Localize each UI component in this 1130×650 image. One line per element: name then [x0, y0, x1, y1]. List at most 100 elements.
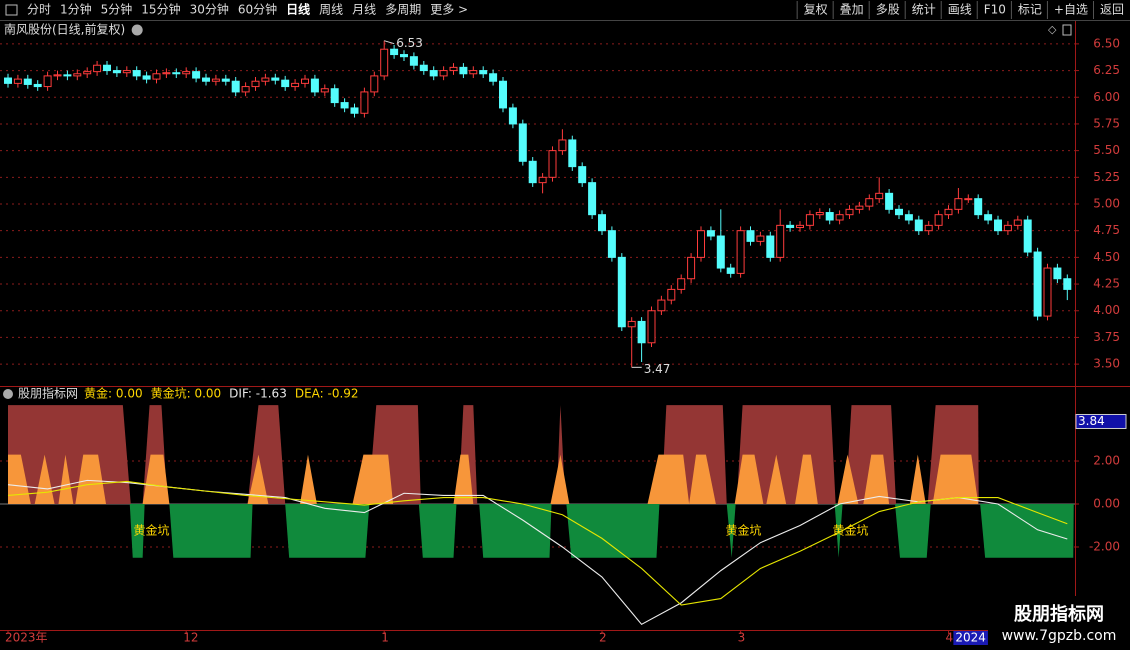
- area-piece: [453, 454, 474, 505]
- candle-body: [776, 224, 785, 258]
- candle-body: [419, 64, 428, 72]
- legend-entry: 黄金: 0.00: [84, 386, 143, 401]
- toolbar-button[interactable]: F10: [984, 3, 1006, 17]
- candle-body: [211, 78, 220, 82]
- toolbar-button[interactable]: 画线: [948, 3, 972, 17]
- period-tab[interactable]: 分时: [27, 3, 51, 17]
- candle-body: [439, 70, 448, 77]
- candle-body: [291, 82, 300, 88]
- area-piece: [647, 454, 690, 505]
- area-piece: [58, 454, 74, 505]
- toolbar-button[interactable]: 多股: [876, 3, 900, 17]
- y-tick-label: 4.25: [1093, 277, 1120, 291]
- indicator-title: 股朋指标网: [18, 386, 78, 401]
- candle-body: [479, 70, 488, 75]
- candle-body: [400, 54, 408, 58]
- candle-body: [627, 320, 636, 328]
- period-tab[interactable]: 15分钟: [141, 2, 180, 17]
- candle-body: [687, 256, 696, 280]
- candle-body: [924, 224, 933, 232]
- candle-body: [93, 64, 102, 73]
- toolbar-icon[interactable]: [5, 4, 18, 16]
- candle-body: [528, 160, 537, 184]
- candle-body: [231, 80, 240, 93]
- value-marker: [1075, 413, 1127, 429]
- candle-body: [726, 267, 735, 274]
- candle-body: [944, 208, 953, 216]
- toolbar-button[interactable]: 统计: [912, 3, 936, 17]
- candle-body: [340, 102, 349, 109]
- candle-body: [301, 78, 309, 84]
- window-icon[interactable]: [1062, 24, 1072, 36]
- y-tick-label: 4.50: [1093, 250, 1120, 264]
- candle-body: [994, 219, 1002, 232]
- candle-body: [855, 205, 864, 210]
- area-piece: [980, 504, 1074, 558]
- candle-body: [805, 214, 814, 226]
- candle-body: [578, 166, 587, 184]
- candle-body: [974, 198, 983, 216]
- candle-body: [518, 123, 527, 162]
- area-piece: [689, 454, 716, 505]
- x-tick-highlight: [953, 631, 988, 645]
- area-piece: [932, 454, 979, 505]
- period-tab[interactable]: 多周期: [385, 3, 421, 17]
- candle-body: [548, 150, 557, 178]
- candle-body: [598, 214, 606, 232]
- x-tick-label: 3: [738, 631, 746, 645]
- y-tick-label: 4.75: [1093, 223, 1120, 237]
- candle-body: [1013, 219, 1022, 226]
- toolbar-button[interactable]: +自选: [1054, 3, 1088, 17]
- period-tab[interactable]: 30分钟: [190, 2, 229, 17]
- x-tick-label: 4: [946, 631, 954, 645]
- candle-body: [736, 230, 745, 274]
- area-piece: [726, 504, 736, 558]
- candle-body: [122, 70, 131, 74]
- candle-body: [716, 235, 725, 269]
- period-tab[interactable]: 周线: [319, 3, 343, 17]
- period-tab[interactable]: 月线: [352, 3, 376, 17]
- candle-body: [370, 75, 379, 93]
- candle-body: [251, 80, 260, 88]
- legend-entry: DIF: -1.63: [229, 387, 287, 401]
- toolbar-button[interactable]: 返回: [1100, 3, 1124, 17]
- indicator-menu-icon[interactable]: [3, 389, 13, 399]
- area-piece: [75, 454, 107, 505]
- period-tab[interactable]: 日线: [286, 2, 310, 17]
- candle-body: [429, 70, 438, 77]
- x-tick-label: 1: [381, 631, 389, 645]
- period-tab[interactable]: 5分钟: [101, 2, 133, 17]
- toolbar-button[interactable]: 复权: [804, 3, 828, 17]
- x-tick-label: 2: [599, 631, 607, 645]
- y-tick-label: 4.00: [1093, 303, 1120, 317]
- toolbar-button[interactable]: 叠加: [840, 3, 864, 17]
- candle-body: [588, 182, 597, 216]
- watermark-url: www.7gpzb.com: [1002, 628, 1117, 644]
- diamond-icon[interactable]: ◇: [1048, 23, 1057, 36]
- candle-body: [1053, 267, 1062, 280]
- candle-body: [152, 73, 161, 80]
- title-icon[interactable]: [131, 24, 143, 36]
- period-tab[interactable]: 60分钟: [238, 2, 277, 17]
- y-tick-label: 6.00: [1093, 90, 1120, 104]
- candle-body: [360, 91, 369, 114]
- candle-body: [142, 75, 151, 80]
- candle-body: [647, 310, 656, 344]
- area-piece: [766, 454, 787, 505]
- toolbar-button[interactable]: 标记: [1018, 3, 1042, 17]
- candle-body: [132, 70, 141, 77]
- period-tab[interactable]: 1分钟: [60, 2, 92, 17]
- candle-body: [825, 212, 834, 221]
- candle-body: [241, 86, 250, 93]
- area-piece: [352, 454, 394, 505]
- area-piece: [129, 504, 145, 558]
- period-tab[interactable]: 更多 >: [430, 3, 468, 17]
- candle-body: [558, 139, 567, 152]
- candle-body: [310, 78, 319, 93]
- dropdown-icon[interactable]: [131, 24, 143, 36]
- area-piece: [909, 454, 926, 505]
- candle-body: [459, 66, 468, 75]
- main-chart: 3.50 3.75 4.00 4.25 4.50 4.75 5.00 5.25 5.50 5.75…: [0, 36, 1120, 645]
- y-tick-label: 3.75: [1093, 330, 1120, 344]
